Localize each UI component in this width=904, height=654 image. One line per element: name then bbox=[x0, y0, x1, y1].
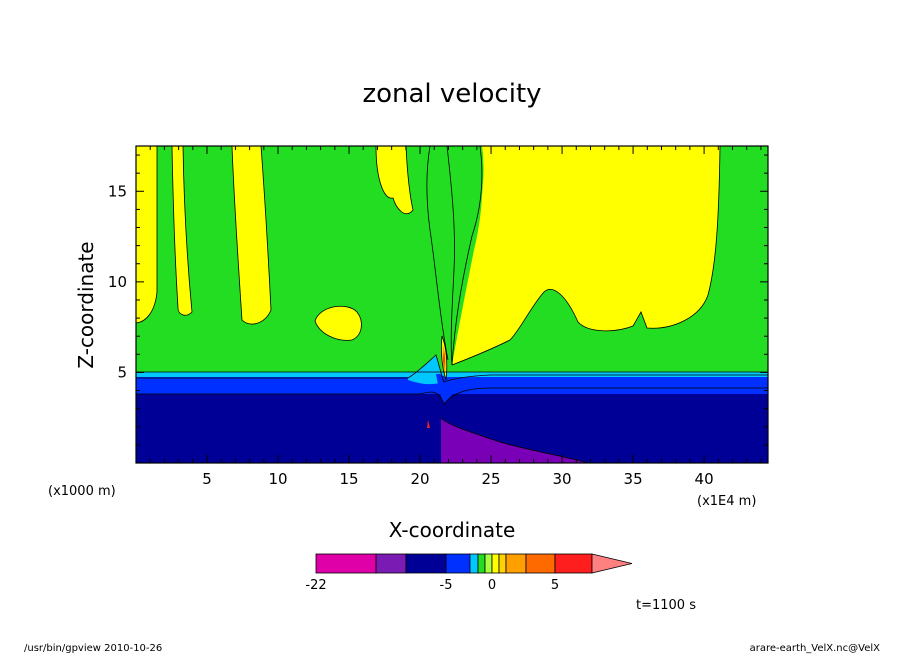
y-tick-label: 15 bbox=[108, 182, 127, 200]
colorbar-segment bbox=[554, 553, 593, 574]
x-tick-label: 5 bbox=[202, 470, 212, 488]
region-positive-yellow-strip1 bbox=[172, 146, 192, 316]
region-surface-purple bbox=[441, 418, 588, 463]
colorbar-segment bbox=[525, 553, 556, 574]
y-tick-labels: 5 10 15 bbox=[108, 182, 127, 381]
axis-ticks bbox=[136, 146, 768, 463]
region-positive-yellow-left bbox=[136, 146, 157, 323]
x-tick-label: 10 bbox=[268, 470, 287, 488]
region-positive-yellow-main bbox=[447, 146, 720, 365]
colorbar-segment bbox=[477, 553, 486, 574]
x-tick-label: 35 bbox=[624, 470, 643, 488]
y-tick-label: 5 bbox=[117, 363, 127, 381]
colorbar-segment bbox=[375, 553, 407, 574]
colorbar bbox=[315, 553, 633, 574]
colorbar-segment bbox=[469, 553, 479, 574]
region-positive-yellow-column bbox=[376, 146, 413, 214]
x-unit-right: (x1E4 m) bbox=[697, 494, 756, 509]
time-label: t=1100 s bbox=[636, 598, 696, 613]
x-tick-label: 40 bbox=[695, 470, 714, 488]
x-tick-label: 15 bbox=[339, 470, 358, 488]
plot-frame bbox=[135, 145, 769, 464]
colorbar-extension bbox=[591, 553, 633, 574]
footer-right: arare-earth_VelX.nc@VelX bbox=[750, 643, 881, 654]
colorbar-segment bbox=[315, 553, 377, 574]
chart-title: zonal velocity bbox=[362, 79, 541, 109]
x-unit-left: (x1000 m) bbox=[48, 484, 116, 499]
colorbar-label: -5 bbox=[440, 578, 453, 593]
colorbar-segment bbox=[445, 553, 471, 574]
y-axis-title: Z-coordinate bbox=[74, 241, 98, 368]
colorbar-segment bbox=[491, 553, 500, 574]
colorbar-labels: -22 -5 0 5 bbox=[305, 578, 559, 593]
region-positive-yellow-blob bbox=[315, 306, 362, 341]
colorbar-label: 0 bbox=[488, 578, 496, 593]
region-positive-yellow-strip2 bbox=[232, 146, 271, 325]
colorbar-segment bbox=[484, 553, 493, 574]
contour-field bbox=[136, 146, 768, 463]
x-tick-labels: 5 10 15 20 25 30 35 40 bbox=[202, 470, 713, 488]
footer-left: /usr/bin/gpview 2010-10-26 bbox=[24, 643, 162, 654]
colorbar-segment bbox=[498, 553, 507, 574]
colorbar-label: -22 bbox=[305, 578, 326, 593]
colorbar-segment bbox=[505, 553, 527, 574]
x-tick-label: 25 bbox=[482, 470, 501, 488]
region-jet-green bbox=[427, 146, 484, 360]
region-jet-cyan bbox=[408, 355, 444, 385]
x-tick-label: 30 bbox=[553, 470, 572, 488]
region-jet-red-core bbox=[443, 352, 445, 368]
x-axis-title: X-coordinate bbox=[389, 518, 516, 542]
region-cyan-band bbox=[136, 372, 768, 378]
colorbar-segment bbox=[405, 553, 447, 574]
contour-lines bbox=[136, 146, 768, 463]
y-tick-label: 10 bbox=[108, 273, 127, 291]
colorbar-label: 5 bbox=[551, 578, 559, 593]
region-jet-red-dot bbox=[427, 420, 430, 428]
x-tick-label: 20 bbox=[410, 470, 429, 488]
